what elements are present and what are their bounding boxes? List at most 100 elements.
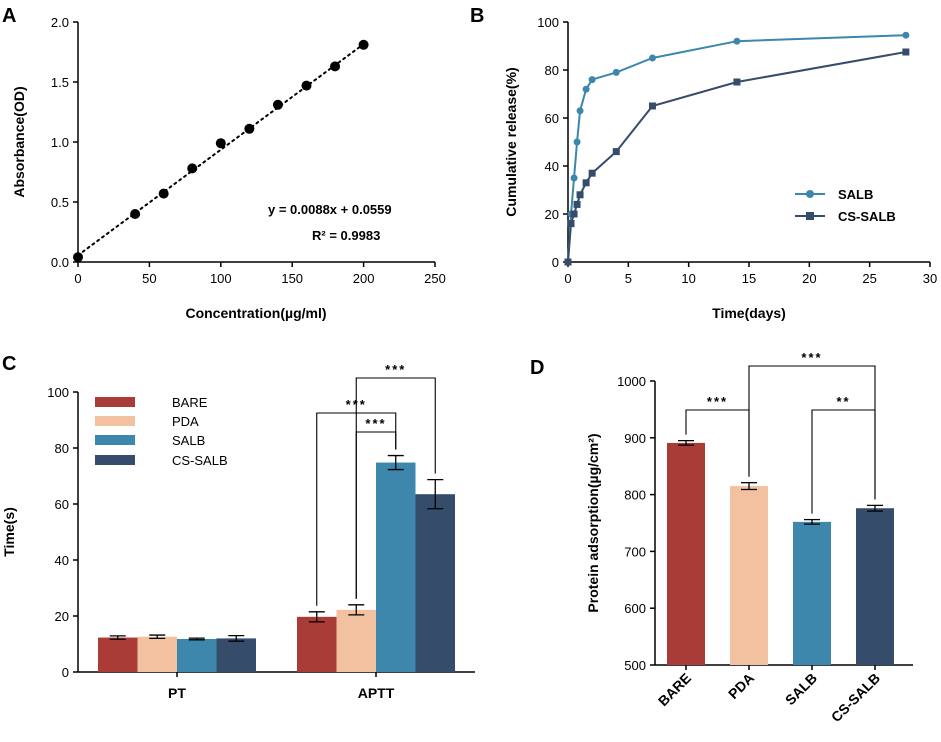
b-point-salb <box>582 85 590 93</box>
d-ytick-label: 600 <box>624 601 646 616</box>
a-ytick-label: 0.5 <box>51 195 69 210</box>
d-ytick-label: 1000 <box>617 374 646 389</box>
b-point-salb <box>576 107 584 115</box>
d-significance-bracket <box>811 409 876 514</box>
panel-c-significance: *** *** *** <box>316 362 436 606</box>
b-point-cs-salb <box>648 102 656 110</box>
d-bar <box>667 442 705 665</box>
a-xtick-label: 150 <box>281 271 303 286</box>
b-point-salb <box>588 76 596 84</box>
a-xtick-label: 200 <box>353 271 375 286</box>
panel-a-xlabel: Concentration(µg/ml) <box>185 305 326 321</box>
c-bar <box>297 616 337 672</box>
c-significance-label: *** <box>385 362 406 377</box>
c-ytick-label: 100 <box>47 385 69 400</box>
d-ytick-label: 800 <box>624 488 646 503</box>
d-bar <box>730 486 768 665</box>
panel-a-r2: R² = 0.9983 <box>312 228 380 243</box>
c-bar <box>177 638 217 672</box>
legend-cs-salb-swatch <box>95 455 135 465</box>
panel-b-series <box>564 31 910 266</box>
c-ytick-label: 60 <box>55 497 69 512</box>
d-significance-label: *** <box>707 394 728 409</box>
a-ytick-label: 1.0 <box>51 135 69 150</box>
c-category-label: PT <box>168 685 186 701</box>
b-xtick-label: 5 <box>625 271 632 286</box>
b-point-cs-salb <box>576 191 584 199</box>
legend-pda-label: PDA <box>172 414 199 429</box>
b-ytick-label: 20 <box>545 207 559 222</box>
panel-b-ticks: 0 5 10 15 20 25 30 0 20 40 60 80 100 <box>537 15 937 286</box>
b-point-salb <box>902 31 910 39</box>
b-xtick-label: 15 <box>742 271 756 286</box>
panel-a-ticks: 0 50 100 150 200 250 0.0 0.5 1.0 1.5 2.0 <box>51 15 446 286</box>
c-category-label: APTT <box>358 685 395 701</box>
b-xtick-label: 10 <box>681 271 695 286</box>
a-xtick-label: 100 <box>210 271 232 286</box>
b-point-cs-salb <box>564 258 572 266</box>
panel-c-letter: C <box>2 353 16 375</box>
a-ytick-label: 1.5 <box>51 75 69 90</box>
c-significance-label: *** <box>365 416 386 431</box>
panel-b-letter: B <box>470 5 484 27</box>
panel-a-fit-line <box>77 43 365 257</box>
panel-c-legend: BARE PDA SALB CS-SALB <box>95 395 228 468</box>
legend-cs-salb-label-c: CS-SALB <box>172 453 228 468</box>
c-ytick-label: 0 <box>62 665 69 680</box>
d-significance-label: ** <box>836 394 850 409</box>
panel-a-equation: y = 0.0088x + 0.0559 <box>268 202 392 217</box>
d-significance-label: *** <box>801 350 822 365</box>
panel-a-ylabel: Absorbance(OD) <box>11 86 27 197</box>
panel-b-ylabel: Cumulative release(%) <box>503 67 519 216</box>
d-category-label: SALB <box>782 670 820 708</box>
c-bar <box>415 494 455 672</box>
b-xtick-label: 30 <box>923 271 937 286</box>
a-data-point <box>301 80 312 91</box>
panel-d-letter: D <box>530 357 544 379</box>
c-bar <box>98 637 138 672</box>
legend-salb-label-c: SALB <box>172 433 205 448</box>
c-bar <box>376 462 416 672</box>
a-data-point <box>73 252 83 263</box>
a-data-point <box>187 163 198 174</box>
c-bar <box>137 636 177 672</box>
b-point-cs-salb <box>612 148 620 156</box>
b-ytick-label: 60 <box>545 111 559 126</box>
panel-d-ylabel: Protein adsorption(µg/cm²) <box>585 433 601 612</box>
panel-b-legend: SALB CS-SALB <box>795 187 896 224</box>
legend-cs-salb-label: CS-SALB <box>838 209 896 224</box>
legend-pda-swatch <box>95 416 135 426</box>
a-data-point <box>358 39 369 50</box>
a-ytick-label: 2.0 <box>51 15 69 30</box>
a-data-point <box>244 123 255 134</box>
a-xtick-label: 50 <box>142 271 156 286</box>
d-ytick-label: 900 <box>624 431 646 446</box>
b-ytick-label: 40 <box>545 159 559 174</box>
panel-b-xlabel: Time(days) <box>712 305 786 321</box>
c-ytick-label: 20 <box>55 609 69 624</box>
b-point-cs-salb <box>570 210 578 218</box>
legend-salb-marker <box>806 190 814 198</box>
b-point-cs-salb <box>573 200 581 208</box>
c-significance-bracket <box>316 412 397 606</box>
a-data-point <box>158 188 169 199</box>
d-category-label: BARE <box>655 670 694 709</box>
panel-a-points <box>73 39 369 263</box>
d-category-label: PDA <box>725 670 757 702</box>
a-data-point <box>130 209 141 219</box>
c-significance-label: *** <box>346 397 367 412</box>
b-xtick-label: 25 <box>862 271 876 286</box>
legend-salb-label: SALB <box>838 187 873 202</box>
a-data-point <box>272 99 283 110</box>
b-xtick-label: 0 <box>564 271 571 286</box>
panel-c-ylabel: Time(s) <box>1 507 17 557</box>
b-point-cs-salb <box>582 179 590 187</box>
a-data-point <box>330 61 341 72</box>
b-point-cs-salb <box>567 220 575 228</box>
b-point-cs-salb <box>902 48 910 56</box>
c-bar <box>216 638 256 672</box>
a-ytick-label: 0.0 <box>51 255 69 270</box>
